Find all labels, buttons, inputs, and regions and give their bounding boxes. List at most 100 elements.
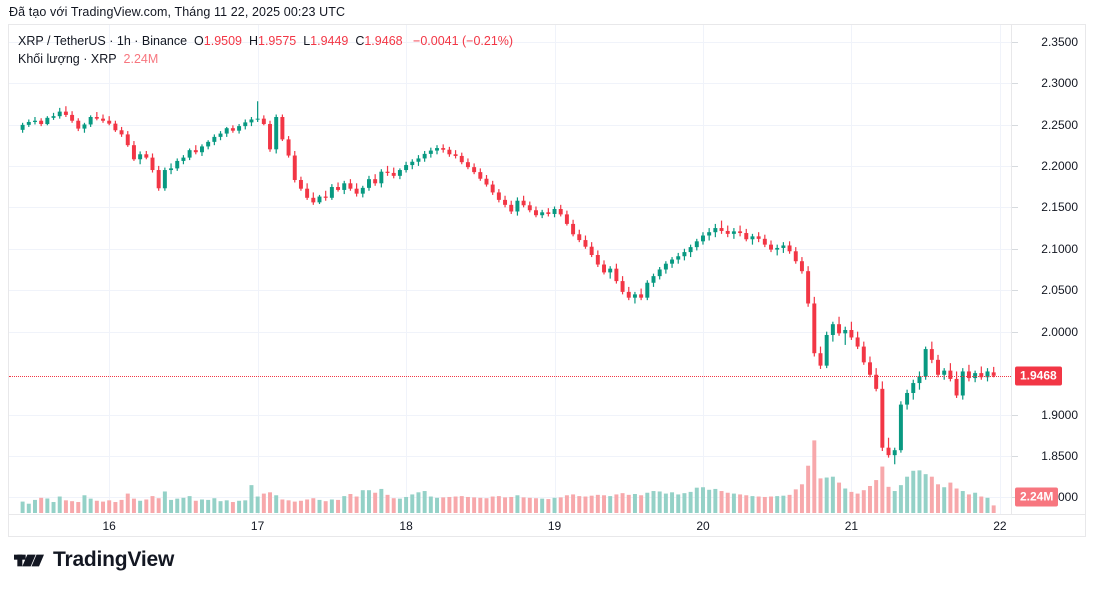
candle-body bbox=[51, 116, 56, 118]
price-tick bbox=[1012, 414, 1018, 416]
volume-bar bbox=[942, 487, 947, 513]
volume-bar bbox=[750, 496, 755, 513]
volume-bar bbox=[762, 496, 767, 513]
candle-body bbox=[82, 124, 87, 129]
current-volume-badge: 2.24M bbox=[1015, 487, 1059, 507]
volume-bar bbox=[725, 492, 730, 513]
volume-bar bbox=[843, 488, 848, 513]
candle-body bbox=[645, 282, 650, 298]
candle-wick bbox=[894, 447, 896, 465]
volume-bar bbox=[373, 492, 378, 513]
candle-body bbox=[571, 223, 576, 235]
gridline-horizontal bbox=[9, 456, 1011, 457]
candle-body bbox=[441, 148, 446, 150]
candle-body bbox=[793, 251, 798, 262]
volume-bar bbox=[193, 500, 198, 513]
candle-body bbox=[769, 244, 773, 250]
candle-body bbox=[478, 172, 483, 179]
candle-body bbox=[230, 128, 235, 131]
candle-body bbox=[125, 134, 130, 146]
volume-bar bbox=[63, 500, 68, 513]
candle-body bbox=[379, 171, 384, 184]
candle-body bbox=[917, 376, 922, 384]
volume-bar bbox=[973, 492, 978, 513]
candle-body bbox=[614, 268, 619, 282]
candle-body bbox=[26, 121, 31, 125]
candle-body bbox=[942, 370, 947, 375]
volume-bar bbox=[465, 496, 470, 513]
candle-body bbox=[880, 388, 885, 448]
candle-body bbox=[156, 170, 161, 189]
candle-body bbox=[911, 383, 916, 393]
chart-panel[interactable]: XRP / TetherUS · 1h · Binance O1.9509 H1… bbox=[9, 25, 1011, 514]
volume-bar bbox=[793, 489, 798, 513]
candle-body bbox=[744, 233, 749, 240]
volume-bar bbox=[917, 470, 922, 513]
time-axis-label: 17 bbox=[250, 519, 265, 533]
candle-body bbox=[589, 246, 594, 255]
volume-bar bbox=[385, 494, 390, 513]
candle-body bbox=[385, 171, 390, 173]
volume-bar bbox=[453, 496, 458, 513]
candle-body bbox=[187, 150, 192, 158]
volume-bar bbox=[212, 498, 217, 513]
price-axis-label: 2.3500 bbox=[1041, 34, 1078, 49]
volume-bar bbox=[824, 477, 829, 513]
attribution-text: Đã tạo với TradingView.com, Tháng 11 22,… bbox=[9, 5, 346, 19]
time-axis-label: 18 bbox=[399, 519, 413, 533]
volume-bar bbox=[342, 496, 347, 513]
candle-body bbox=[929, 349, 934, 360]
candle-wick bbox=[195, 145, 197, 155]
volume-bar bbox=[645, 492, 650, 513]
volume-bar bbox=[886, 486, 891, 513]
volume-bar bbox=[249, 485, 254, 513]
volume-bar bbox=[614, 494, 619, 513]
candle-body bbox=[868, 362, 872, 375]
price-tick bbox=[1012, 290, 1018, 292]
price-axis-label: 2.2000 bbox=[1041, 158, 1078, 173]
time-scale[interactable]: 16 17 18 19 20 21 22 bbox=[9, 514, 1085, 536]
candle-body bbox=[367, 179, 371, 188]
volume-bar bbox=[33, 499, 37, 513]
candle-body bbox=[663, 263, 668, 270]
candle-body bbox=[286, 139, 291, 156]
candle-body bbox=[311, 197, 316, 203]
time-axis-label: 19 bbox=[547, 519, 562, 533]
price-scale[interactable]: 2.3500 2.3000 2.2500 2.2000 2.1500 2.1000 2.05… bbox=[1011, 25, 1085, 514]
candle-body bbox=[336, 187, 341, 190]
candle-body bbox=[261, 118, 266, 125]
volume-bar bbox=[787, 494, 792, 513]
candle-body bbox=[305, 188, 310, 198]
candle-body bbox=[694, 241, 699, 248]
candle-body bbox=[144, 154, 149, 158]
candle-body bbox=[985, 371, 990, 378]
candle-body bbox=[484, 178, 489, 185]
volume-bar bbox=[101, 501, 105, 513]
volume-bar bbox=[583, 496, 588, 513]
candle-wick bbox=[257, 101, 259, 122]
volume-bar bbox=[929, 476, 934, 513]
volume-bar bbox=[113, 502, 118, 513]
candle-body bbox=[602, 264, 606, 273]
candle-body bbox=[595, 255, 600, 265]
candle-body bbox=[465, 162, 470, 168]
volume-bar bbox=[744, 495, 749, 513]
volume-bar bbox=[323, 501, 328, 513]
volume-bar bbox=[478, 497, 483, 513]
volume-bar bbox=[830, 476, 835, 513]
price-tick bbox=[1012, 83, 1018, 84]
gridline-vertical bbox=[109, 25, 111, 514]
candle-body bbox=[63, 111, 68, 115]
candle-body bbox=[521, 200, 526, 206]
candle-body bbox=[552, 209, 557, 214]
candle-body bbox=[855, 337, 860, 347]
candle-body bbox=[812, 303, 817, 354]
candle-body bbox=[657, 269, 662, 277]
volume-bar bbox=[428, 496, 433, 513]
time-axis-label: 21 bbox=[844, 519, 859, 533]
volume-bar bbox=[367, 490, 371, 513]
price-axis-label: 2.3000 bbox=[1041, 76, 1078, 90]
candle-body bbox=[818, 353, 823, 366]
volume-bar bbox=[144, 499, 149, 513]
